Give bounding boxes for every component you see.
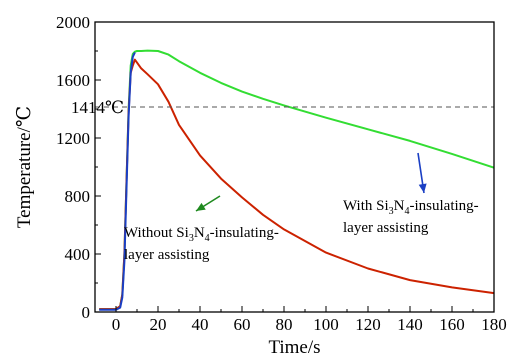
x-tick-label: 160 — [439, 315, 465, 334]
x-tick-label: 180 — [481, 315, 507, 334]
annotation-arrowhead — [418, 183, 427, 193]
annotation-text-line: layer assisting — [124, 247, 210, 263]
y-tick-label: 400 — [65, 245, 91, 264]
y-axis-title: Temperature/℃ — [14, 106, 35, 228]
annotation-arrowhead — [196, 202, 206, 211]
x-tick-label: 60 — [234, 315, 251, 334]
series-line-2 — [99, 58, 495, 311]
y-tick-label: 800 — [65, 187, 91, 206]
x-tick-label: 40 — [192, 315, 209, 334]
y-tick-label: 1600 — [56, 71, 90, 90]
x-tick-label: 120 — [355, 315, 381, 334]
reference-line-label: 1414℃ — [71, 98, 124, 117]
series-line-3 — [99, 51, 136, 311]
y-tick-label: 1200 — [56, 129, 90, 148]
x-tick-label: 80 — [276, 315, 293, 334]
y-tick-label: 2000 — [56, 13, 90, 32]
y-tick-label: 0 — [82, 303, 91, 322]
x-tick-label: 140 — [397, 315, 423, 334]
x-tick-label: 20 — [150, 315, 167, 334]
series-layer — [99, 49, 495, 311]
annotation-text-line: Without Si3N4-insulating- — [124, 225, 279, 244]
x-tick-label: 0 — [112, 315, 121, 334]
annotations-layer: Without Si3N4-insulating-layer assisting… — [124, 152, 479, 263]
series-line-1 — [99, 49, 495, 311]
x-tick-label: 100 — [313, 315, 339, 334]
x-axis-title: Time/s — [268, 337, 320, 356]
annotation-text-line: With Si3N4-insulating- — [343, 198, 479, 217]
plot-frame — [94, 21, 495, 313]
ticks-layer: 0 20 40 60 80 100 120 140 160 180 0 400 800 1200 1600 2… — [56, 13, 507, 334]
annotation-text-line: layer assisting — [343, 220, 429, 236]
